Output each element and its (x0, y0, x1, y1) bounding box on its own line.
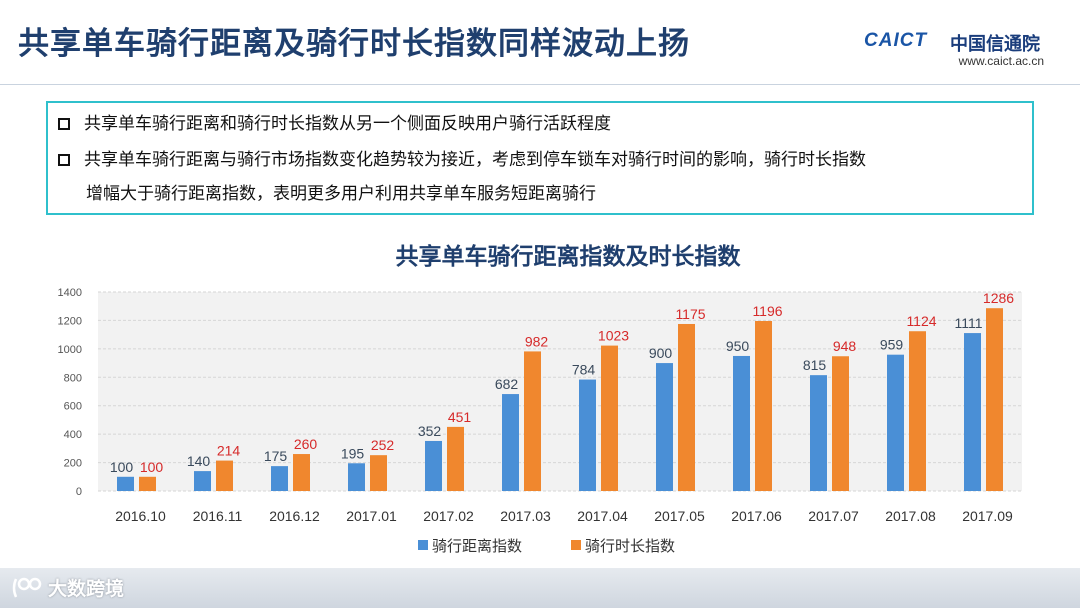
x-tick-label: 2017.09 (962, 508, 1013, 524)
y-tick-label: 800 (64, 372, 82, 384)
x-tick-label: 2017.04 (577, 508, 628, 524)
data-label: 948 (833, 338, 857, 354)
y-tick-label: 0 (76, 486, 82, 498)
bar-duration (139, 476, 156, 491)
x-tick-label: 2017.08 (885, 508, 936, 524)
x-tick-label: 2017.05 (654, 508, 705, 524)
watermark-logo-icon (12, 577, 42, 598)
logo-name: 中国信通院 (950, 34, 1040, 55)
bar-duration (370, 455, 387, 491)
data-label: 1124 (906, 313, 936, 329)
legend-label: 骑行距离指数 (432, 537, 522, 555)
data-label: 1196 (752, 303, 782, 319)
y-tick-label: 600 (64, 401, 82, 413)
x-tick-label: 2016.12 (269, 508, 320, 524)
x-tick-label: 2017.02 (423, 508, 474, 524)
data-label: 100 (110, 459, 134, 475)
data-label: 1023 (598, 328, 629, 344)
data-label: 1286 (983, 290, 1014, 306)
bar-distance (348, 463, 365, 491)
logo-url: www.caict.ac.cn (958, 54, 1044, 68)
data-label: 1111 (954, 315, 982, 331)
slide-title: 共享单车骑行距离及骑行时长指数同样波动上扬 (18, 26, 690, 62)
data-label: 195 (341, 445, 365, 461)
bar-duration (447, 426, 464, 491)
bullet-2-text: 共享单车骑行距离与骑行市场指数变化趋势较为接近，考虑到停车锁车对骑行时间的影响，… (84, 150, 866, 170)
x-tick-label: 2017.03 (500, 508, 551, 524)
bar-distance (502, 394, 519, 491)
data-label: 959 (880, 337, 904, 353)
data-label: 140 (187, 453, 211, 469)
bar-duration (909, 331, 926, 491)
bullet-2: 共享单车骑行距离与骑行市场指数变化趋势较为接近，考虑到停车锁车对骑行时间的影响，… (58, 143, 866, 177)
watermark: 大数跨境 (10, 574, 124, 601)
data-label: 451 (448, 409, 472, 425)
footer-band (0, 568, 1080, 608)
x-tick-label: 2016.10 (115, 508, 166, 524)
summary-box: 共享单车骑行距离和骑行时长指数从另一个侧面反映用户骑行活跃程度 共享单车骑行距离… (46, 101, 1034, 215)
bullet-square-icon (58, 118, 70, 130)
bar-distance (117, 476, 134, 491)
bar-duration (216, 460, 233, 491)
data-label: 100 (140, 459, 164, 475)
bar-distance (425, 440, 442, 491)
title-divider (0, 84, 1080, 85)
data-label: 950 (726, 338, 750, 354)
caict-logo: CAICT 中国信通院 www.caict.ac.cn (864, 26, 1044, 74)
watermark-text: 大数跨境 (48, 578, 125, 600)
legend-swatch (571, 540, 581, 550)
data-label: 1175 (675, 306, 705, 322)
data-label: 982 (525, 333, 549, 349)
x-tick-label: 2017.01 (346, 508, 397, 524)
bar-duration (986, 308, 1003, 491)
data-label: 815 (803, 357, 827, 373)
data-label: 260 (294, 436, 318, 452)
bar-distance (579, 379, 596, 491)
x-tick-label: 2017.07 (808, 508, 859, 524)
y-tick-label: 400 (64, 429, 82, 441)
bullet-1: 共享单车骑行距离和骑行时长指数从另一个侧面反映用户骑行活跃程度 (58, 107, 611, 141)
plot-area (98, 292, 1022, 491)
bar-distance (733, 355, 750, 491)
chart-panel: 共享单车骑行距离指数及时长指数 0 200 400 600 800 1000 1200 1400… (46, 224, 1034, 566)
bar-distance (964, 333, 981, 491)
data-label: 175 (264, 448, 288, 464)
bar-distance (271, 466, 288, 491)
bullet-2-continuation: 增幅大于骑行距离指数，表明更多用户利用共享单车服务短距离骑行 (86, 184, 596, 204)
y-tick-label: 1400 (58, 287, 82, 299)
bar-duration (832, 356, 849, 491)
bar-distance (656, 363, 673, 491)
x-tick-label: 2016.11 (193, 508, 243, 524)
bar-duration (293, 454, 310, 491)
bar-duration (601, 345, 618, 491)
bullet-square-icon (58, 154, 70, 166)
data-label: 682 (495, 376, 519, 392)
chart-title: 共享单车骑行距离指数及时长指数 (396, 243, 742, 270)
data-label: 784 (572, 362, 596, 378)
data-label: 352 (418, 423, 442, 439)
bar-duration (755, 320, 772, 491)
data-label: 900 (649, 345, 673, 361)
y-tick-label: 200 (64, 458, 82, 470)
bar-duration (678, 323, 695, 491)
bar-distance (194, 471, 211, 491)
data-label: 252 (371, 437, 395, 453)
y-tick-label: 1200 (58, 315, 82, 327)
x-tick-label: 2017.06 (731, 508, 782, 524)
bar-distance (810, 375, 827, 491)
bar-duration (524, 351, 541, 491)
logo-brand: CAICT (864, 30, 928, 51)
bar-chart: 共享单车骑行距离指数及时长指数 0 200 400 600 800 1000 1200 1400… (58, 243, 1022, 555)
bar-distance (887, 354, 904, 491)
y-tick-label: 1000 (58, 344, 82, 356)
legend-swatch (418, 540, 428, 550)
bullet-1-text: 共享单车骑行距离和骑行时长指数从另一个侧面反映用户骑行活跃程度 (84, 114, 611, 134)
data-label: 214 (217, 443, 241, 459)
legend-label: 骑行时长指数 (585, 537, 675, 555)
